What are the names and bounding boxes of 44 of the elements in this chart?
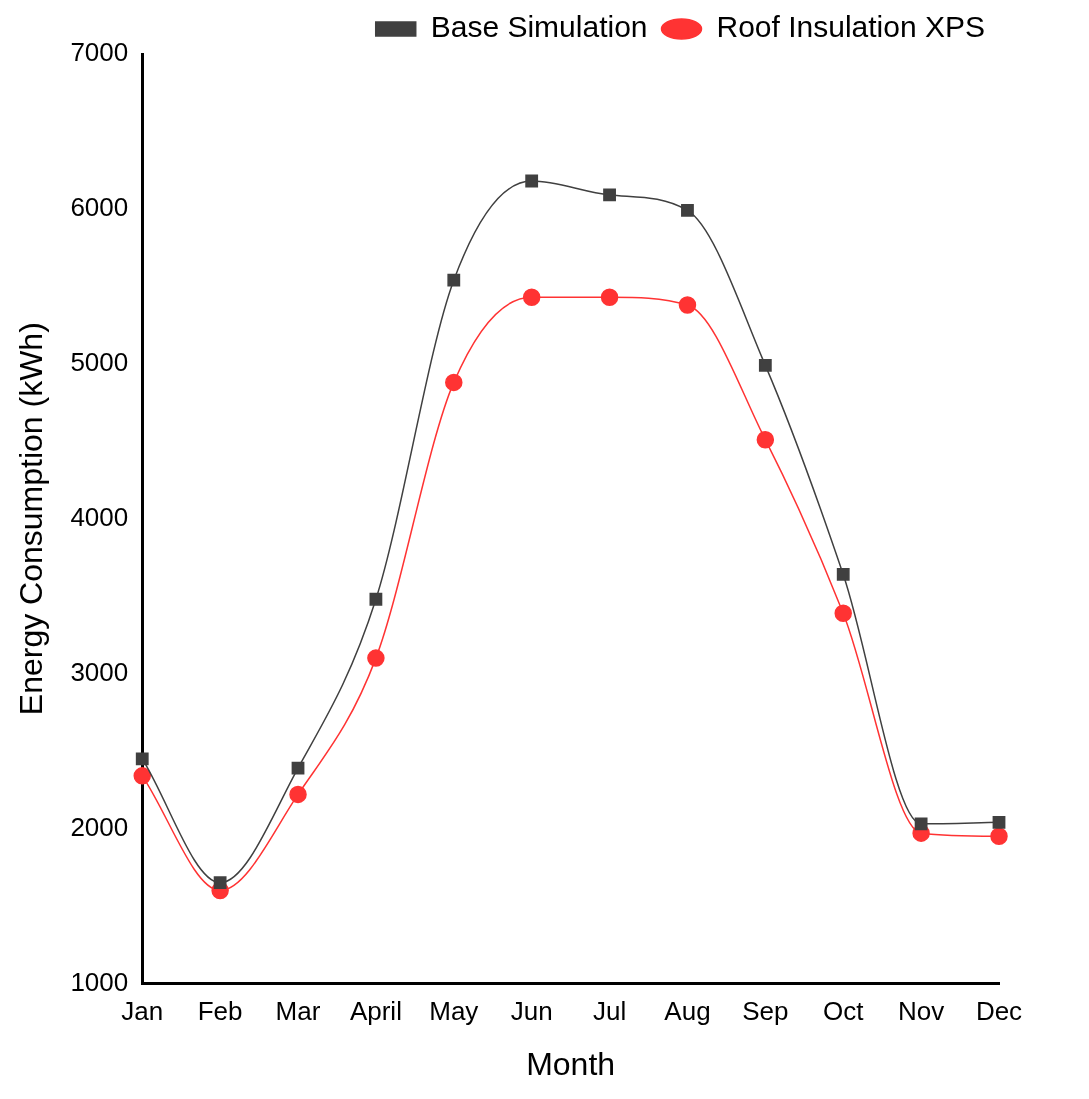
y-tick-label: 1000: [70, 966, 129, 997]
x-tick-label: Oct: [823, 996, 865, 1027]
y-tick-label: 7000: [70, 37, 129, 68]
point: [836, 568, 850, 581]
point: [369, 592, 383, 606]
point: [756, 430, 775, 449]
y-tick-label: 3000: [70, 656, 129, 687]
y-axis-title: Energy Consumption (kWh): [13, 322, 50, 716]
point: [990, 827, 1008, 845]
point: [678, 296, 697, 314]
point: [914, 817, 928, 831]
x-tick-label: Jul: [592, 996, 627, 1027]
x-tick-label: Jan: [121, 996, 164, 1027]
x-tick-label: Sep: [742, 996, 789, 1027]
point: [135, 752, 149, 766]
x-axis-title: Month: [526, 1045, 616, 1082]
point: [522, 288, 541, 306]
x-tick-label: Jun: [510, 996, 553, 1027]
legend-label: Roof Insulation XPS: [716, 10, 986, 44]
x-tick-label: Dec: [975, 996, 1023, 1027]
x-tick-label: May: [429, 996, 479, 1027]
x-tick-label: Feb: [197, 996, 243, 1027]
point: [447, 273, 461, 287]
point: [681, 204, 694, 217]
point: [834, 604, 852, 622]
point: [289, 785, 307, 804]
point: [133, 767, 151, 785]
legend-label: Base Simulation: [430, 10, 648, 44]
point: [758, 358, 772, 372]
point: [600, 288, 619, 306]
y-tick-label: 2000: [70, 811, 129, 842]
x-tick-label: April: [349, 996, 402, 1027]
x-tick-label: Aug: [664, 996, 711, 1027]
point: [367, 649, 385, 667]
y-tick-label: 6000: [70, 192, 129, 223]
point: [603, 188, 616, 202]
point: [992, 815, 1006, 829]
x-tick-label: Nov: [897, 996, 945, 1027]
y-tick-label: 5000: [70, 346, 129, 377]
x-tick-label: Mar: [275, 996, 321, 1027]
y-tick-label: 4000: [70, 501, 129, 532]
point: [213, 876, 227, 890]
point: [525, 174, 539, 188]
point: [445, 373, 463, 392]
